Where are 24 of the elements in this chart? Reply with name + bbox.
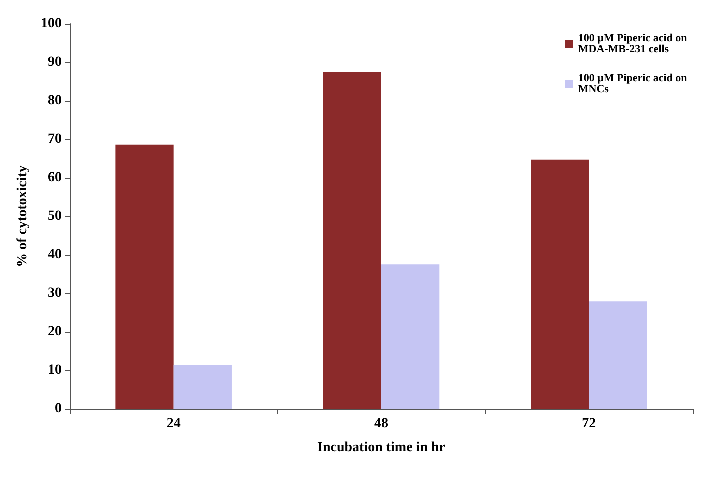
x-tick-label: 24: [166, 416, 181, 432]
bar: [174, 365, 232, 409]
y-tick-label: 60: [48, 170, 62, 186]
y-tick-label: 90: [48, 55, 62, 70]
bar: [589, 302, 648, 409]
bar: [382, 264, 440, 409]
y-tick-label: 70: [48, 132, 62, 147]
y-tick-label: 30: [48, 286, 62, 301]
y-tick-label: 20: [48, 324, 62, 340]
x-tick-label: 72: [582, 416, 596, 432]
legend-label: 100 μM Piperic acid on MDA-MB-231 cells: [578, 32, 690, 56]
legend-label: 100 μM Piperic acid on MNCs: [578, 72, 690, 96]
y-tick-label: 40: [48, 248, 62, 262]
y-tick-label: 50: [48, 209, 62, 224]
x-tick-label: 48: [374, 416, 388, 432]
y-tick-label: 0: [55, 402, 62, 416]
y-tick-label: 10: [48, 363, 62, 378]
y-tick-label: 100: [41, 16, 62, 32]
y-axis-title: % of cytotoxicity: [16, 166, 31, 268]
y-tick-label: 80: [48, 94, 62, 108]
bar: [323, 72, 382, 409]
bar: [116, 144, 174, 409]
x-axis-title: Incubation time in hr: [318, 440, 446, 456]
bar: [531, 160, 590, 409]
